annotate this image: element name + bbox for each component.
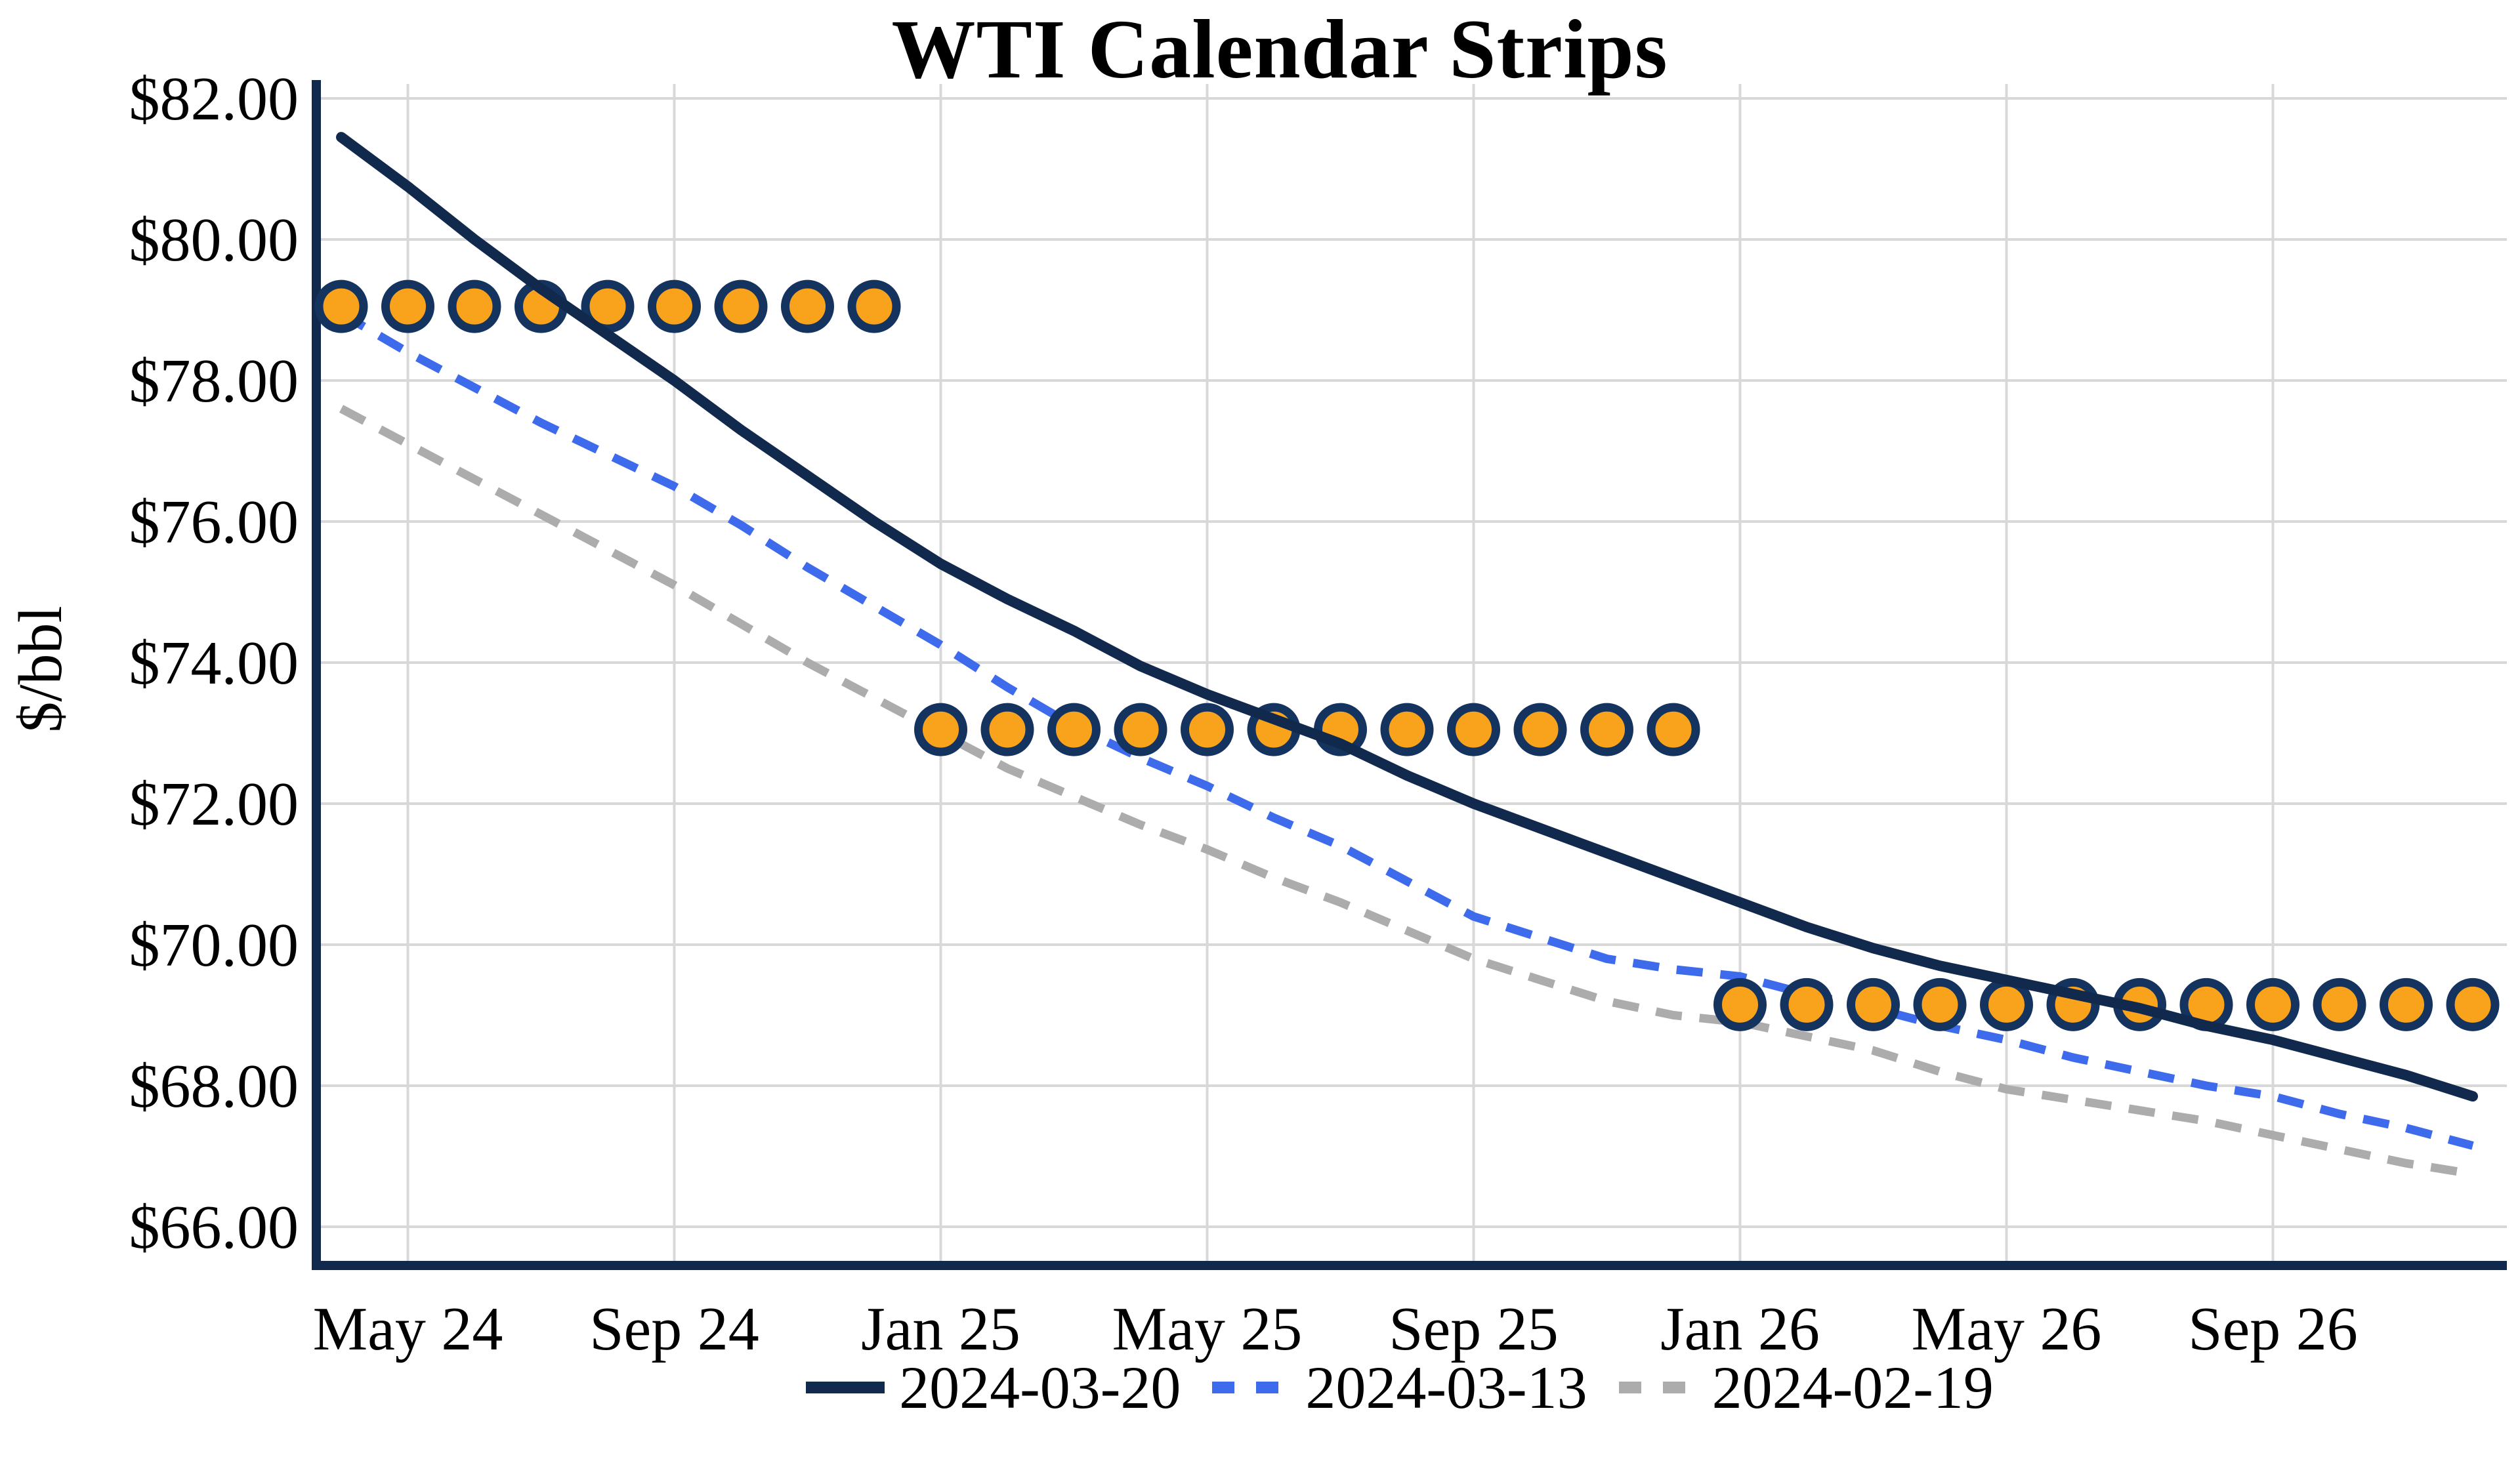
strip-dot-2024	[714, 279, 768, 333]
strip-dot-2025	[1447, 703, 1500, 756]
x-tick-label: Sep 26	[2188, 1295, 2358, 1363]
strip-dot-2024	[781, 279, 834, 333]
strip-dot-2026	[2313, 977, 2366, 1031]
strip-dot-2024	[448, 279, 501, 333]
strip-dot-2026	[1980, 977, 2033, 1031]
strip-dot-2026	[1713, 977, 1767, 1031]
strip-dot-2025	[1580, 703, 1633, 756]
strip-dot-2025	[914, 703, 967, 756]
legend-dashed-line-swatch-icon	[1212, 1382, 1280, 1393]
strip-dot-2024	[847, 279, 901, 333]
x-tick-label: May 25	[1112, 1295, 1303, 1363]
strip-dot-2026	[1780, 977, 1834, 1031]
x-tick-label: Jan 25	[861, 1295, 1020, 1363]
strip-dot-2024	[314, 279, 368, 333]
legend-item-2024-02-19[interactable]: 2024-02-19	[1618, 1353, 1994, 1422]
strip-dot-2025	[1513, 703, 1567, 756]
legend-dashed-line-swatch-icon	[1618, 1382, 1686, 1393]
y-tick-label: $76.00	[129, 488, 299, 556]
strip-dot-2024	[381, 279, 434, 333]
y-tick-label: $74.00	[129, 629, 299, 697]
strip-dot-2024	[648, 279, 701, 333]
strip-dot-2025	[1647, 703, 1700, 756]
strip-dot-2025	[980, 703, 1034, 756]
legend-item-2024-03-20[interactable]: 2024-03-20	[805, 1353, 1181, 1422]
x-tick-label: Sep 25	[1389, 1295, 1559, 1363]
strip-dot-2026	[1913, 977, 1967, 1031]
x-tick-label: May 26	[1912, 1295, 2102, 1363]
legend-label: 2024-02-19	[1712, 1354, 1994, 1421]
y-tick-label: $78.00	[129, 347, 299, 415]
y-tick-label: $66.00	[129, 1193, 299, 1262]
strip-dot-2026	[2380, 977, 2433, 1031]
x-tick-label: Sep 24	[589, 1295, 759, 1363]
legend-label: 2024-03-13	[1305, 1354, 1587, 1421]
x-tick-label: Jan 26	[1660, 1295, 1820, 1363]
series-line-2024-02-19	[339, 405, 2474, 1178]
y-tick-label: $80.00	[129, 206, 299, 274]
y-tick-label: $72.00	[129, 770, 299, 838]
series-line-2024-03-13	[339, 310, 2474, 1150]
legend: 2024-03-20 2024-03-13 2024-02-19	[139, 1353, 2520, 1422]
chart-title: WTI Calendar Strips	[891, 3, 1668, 96]
legend-label: 2024-03-20	[899, 1354, 1181, 1421]
y-tick-label: $68.00	[129, 1052, 299, 1120]
strip-dot-2025	[1047, 703, 1101, 756]
strip-dot-2025	[1380, 703, 1434, 756]
legend-item-2024-03-13[interactable]: 2024-03-13	[1211, 1353, 1587, 1422]
strip-dot-2026	[2246, 977, 2300, 1031]
strip-dot-2025	[1114, 703, 1167, 756]
y-tick-label: $70.00	[129, 911, 299, 979]
strip-dot-2026	[1847, 977, 1900, 1031]
series-line-2024-03-20	[336, 132, 2478, 1102]
y-tick-label: $82.00	[129, 65, 299, 133]
strip-dot-2026	[2446, 977, 2500, 1031]
strip-dot-2025	[1181, 703, 1234, 756]
legend-solid-line-swatch-icon	[806, 1382, 885, 1393]
x-tick-label: May 24	[313, 1295, 503, 1363]
